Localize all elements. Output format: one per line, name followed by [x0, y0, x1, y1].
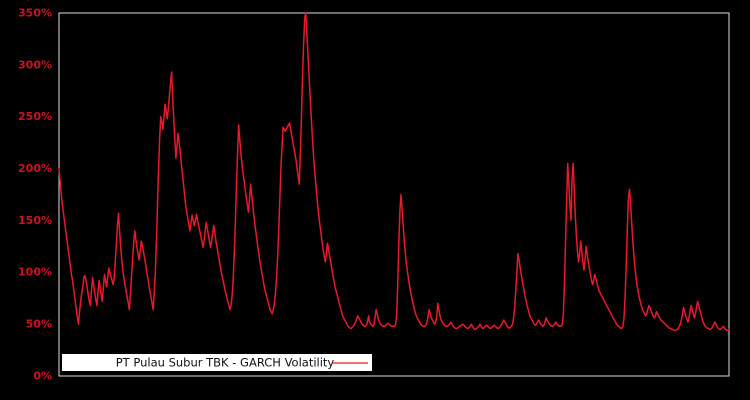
ytick-label-250: 250% [18, 110, 52, 123]
ytick-label-50: 50% [26, 318, 52, 331]
chart-legend[interactable]: PT Pulau Subur TBK - GARCH Volatility [62, 354, 372, 371]
ytick-label-300: 300% [18, 58, 52, 71]
ytick-label-100: 100% [18, 266, 52, 279]
ytick-label-200: 200% [18, 162, 52, 175]
plot-frame [58, 12, 730, 377]
legend-entry-label: PT Pulau Subur TBK - GARCH Volatility [116, 356, 335, 370]
ytick-label-150: 150% [18, 214, 52, 227]
ytick-label-0: 0% [33, 370, 52, 383]
volatility-line [58, 12, 730, 332]
ytick-label-350: 350% [18, 6, 52, 19]
legend-background [62, 354, 372, 371]
